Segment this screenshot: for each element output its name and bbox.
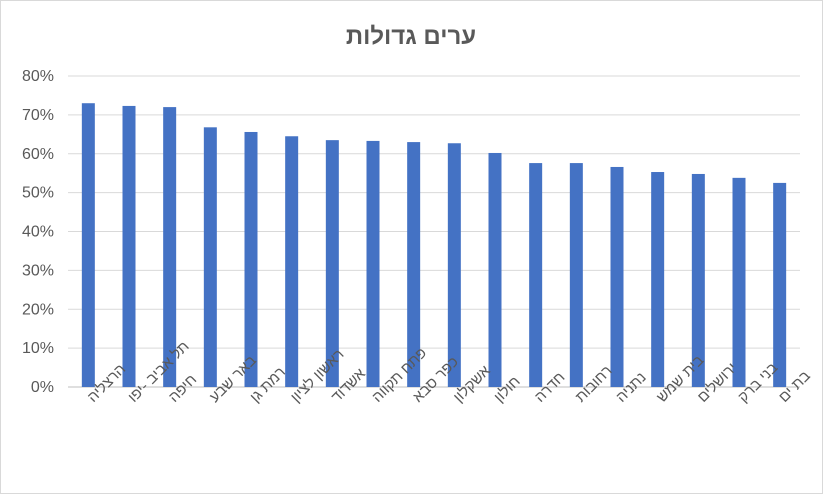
bar — [733, 178, 746, 387]
y-tick-label: 20% — [22, 301, 54, 318]
y-axis: 0% 10% 20% 30% 40% 50% 60% 70% 80% — [22, 68, 54, 396]
chart-title: ערים גדולות — [346, 23, 476, 50]
bar — [367, 141, 380, 387]
y-tick-label: 80% — [22, 68, 54, 85]
y-tick-label: 10% — [22, 340, 54, 357]
bar — [611, 167, 624, 387]
y-tick-label: 50% — [22, 185, 54, 202]
bar — [82, 103, 95, 387]
y-tick-label: 30% — [22, 262, 54, 279]
bar — [651, 172, 664, 387]
y-tick-label: 70% — [22, 107, 54, 124]
bar — [285, 136, 298, 387]
bar — [570, 163, 583, 387]
bars — [82, 103, 786, 387]
bar — [448, 143, 461, 387]
y-tick-label: 0% — [31, 379, 54, 396]
bar — [123, 106, 136, 387]
bar — [204, 127, 217, 387]
y-tick-label: 60% — [22, 146, 54, 163]
y-tick-label: 40% — [22, 224, 54, 241]
bar — [489, 153, 502, 387]
bar — [529, 163, 542, 387]
bar — [245, 132, 258, 387]
bar — [773, 183, 786, 387]
